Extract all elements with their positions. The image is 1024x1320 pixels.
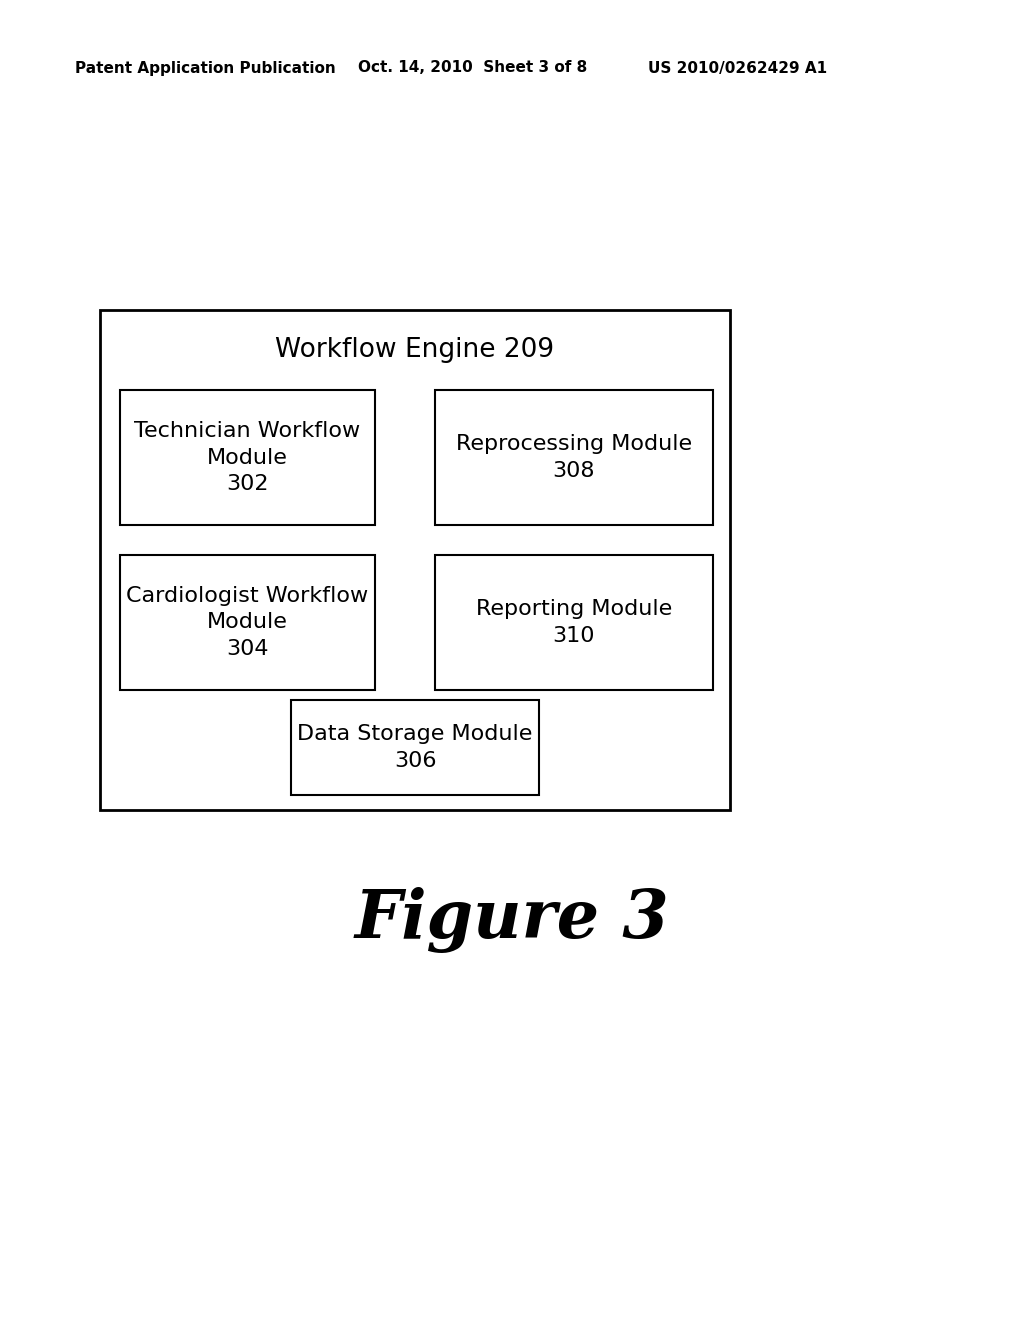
Text: Reporting Module
310: Reporting Module 310 bbox=[476, 599, 672, 645]
Text: Reprocessing Module
308: Reprocessing Module 308 bbox=[456, 434, 692, 480]
Bar bbox=[291, 700, 539, 795]
Bar bbox=[435, 389, 713, 525]
Text: Patent Application Publication: Patent Application Publication bbox=[75, 61, 336, 75]
Text: Workflow Engine 209: Workflow Engine 209 bbox=[275, 337, 555, 363]
Bar bbox=[120, 389, 375, 525]
Text: Cardiologist Workflow
Module
304: Cardiologist Workflow Module 304 bbox=[126, 586, 369, 659]
Text: Oct. 14, 2010  Sheet 3 of 8: Oct. 14, 2010 Sheet 3 of 8 bbox=[358, 61, 587, 75]
Text: Figure 3: Figure 3 bbox=[354, 887, 670, 953]
Bar bbox=[100, 310, 730, 810]
Text: Technician Workflow
Module
302: Technician Workflow Module 302 bbox=[134, 421, 360, 494]
Text: US 2010/0262429 A1: US 2010/0262429 A1 bbox=[648, 61, 827, 75]
Text: Data Storage Module
306: Data Storage Module 306 bbox=[297, 725, 532, 771]
Bar bbox=[120, 554, 375, 690]
Bar bbox=[435, 554, 713, 690]
